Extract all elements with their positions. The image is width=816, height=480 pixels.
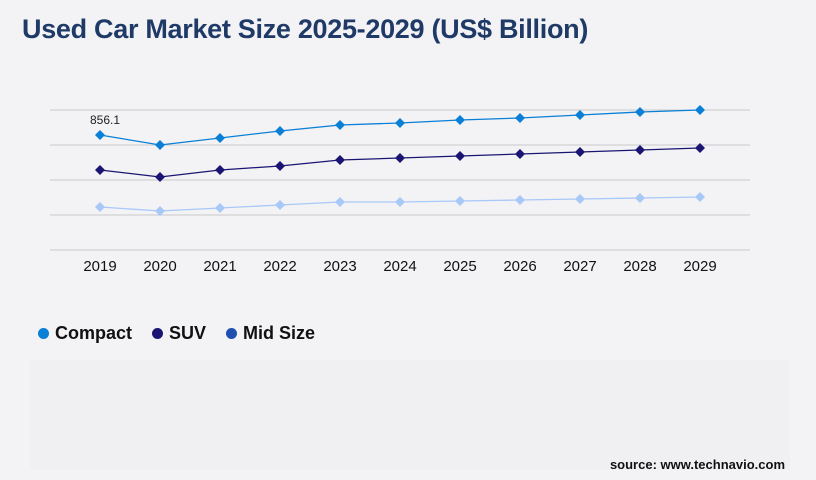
legend-item: Mid Size: [226, 323, 315, 344]
x-tick-label: 2027: [563, 258, 596, 275]
legend-marker-icon: [226, 328, 238, 339]
legend-label: Compact: [55, 323, 133, 343]
data-point: [95, 129, 105, 140]
data-point: [395, 196, 405, 207]
data-point: [635, 193, 645, 204]
data-point: [515, 194, 525, 205]
data-point: [635, 144, 645, 155]
data-point: [515, 112, 525, 123]
data-point: [455, 150, 465, 161]
data-point: [635, 106, 645, 117]
data-point: [155, 171, 165, 182]
x-tick-label: 2024: [383, 258, 416, 275]
legend-item: Compact: [38, 323, 132, 344]
data-point: [575, 109, 585, 120]
x-tick-label: 2028: [623, 258, 656, 275]
data-point: [95, 164, 105, 175]
data-point: [215, 132, 225, 143]
data-point: [155, 139, 165, 150]
data-point: [395, 117, 405, 128]
chart-title: Used Car Market Size 2025-2029 (US$ Bill…: [22, 14, 589, 44]
data-point: [215, 164, 225, 175]
data-point: [155, 205, 165, 216]
x-tick-label: 2029: [683, 258, 716, 275]
data-point: [275, 160, 285, 171]
data-point: [95, 201, 105, 212]
data-point: [455, 196, 465, 206]
data-point: [335, 119, 345, 130]
x-tick-label: 2022: [263, 258, 296, 275]
x-tick-label: 2020: [143, 258, 176, 275]
data-point: [395, 152, 405, 163]
source-text: source: www.technavio.com: [609, 457, 785, 472]
x-tick-label: 2026: [503, 258, 536, 275]
data-label: 856.1: [90, 113, 120, 127]
data-point: [455, 114, 465, 125]
data-point: [695, 191, 705, 202]
x-tick-label: 2021: [203, 258, 236, 275]
background-panel: [30, 360, 790, 470]
x-tick-label: 2019: [83, 258, 116, 275]
legend-item: SUV: [152, 323, 206, 344]
data-point: [515, 148, 525, 159]
data-point: [575, 193, 585, 204]
legend-label: SUV: [169, 323, 207, 343]
data-point: [335, 154, 345, 165]
data-point: [695, 142, 705, 153]
data-point: [575, 146, 585, 157]
line-chart: 2019 2020 2021 2022 2023 2024 2025 2026 2027 2028…: [50, 104, 750, 275]
data-point: [695, 104, 705, 115]
x-tick-label: 2023: [323, 258, 356, 275]
legend-label: Mid Size: [243, 323, 316, 343]
data-point: [215, 203, 225, 213]
legend: Compact SUV Mid Size: [38, 323, 315, 344]
legend-marker-icon: [152, 328, 164, 339]
legend-marker-icon: [38, 328, 49, 339]
data-point: [275, 200, 285, 211]
x-tick-label: 2025: [443, 258, 476, 275]
data-point: [275, 125, 285, 136]
data-point: [335, 196, 345, 207]
